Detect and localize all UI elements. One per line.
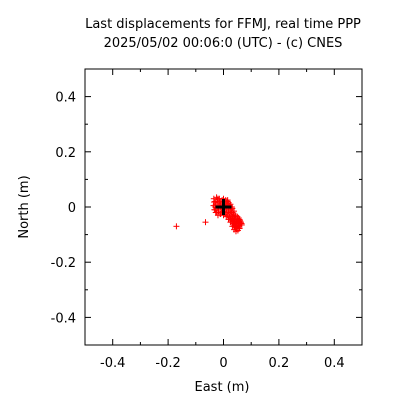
x-tick-label: -0.4	[100, 356, 125, 371]
displacement-point	[223, 213, 230, 220]
displacement-point	[224, 197, 231, 204]
displacement-point	[231, 226, 238, 233]
displacement-point	[238, 221, 245, 228]
displacement-point	[211, 199, 218, 206]
axis-ticks-layer: -0.4 -0.2 0 0.2 0.4 0.4 0.2 0 -0.2 -0.4	[51, 68, 363, 371]
displacement-point	[237, 219, 244, 226]
displacement-point	[212, 209, 219, 216]
displacement-point	[213, 194, 220, 201]
chart-title-line-2: 2025/05/02 00:06:0 (UTC) - (c) CNES	[104, 36, 343, 51]
x-axis-title: East (m)	[195, 380, 250, 395]
y-tick-label: -0.2	[51, 256, 76, 271]
x-tick-label: -0.2	[155, 356, 180, 371]
y-tick-label: -0.4	[51, 311, 76, 326]
displacement-point	[214, 195, 221, 202]
displacement-point	[236, 216, 243, 223]
y-tick-label: 0.2	[55, 146, 76, 161]
displacement-point	[237, 217, 244, 224]
displacement-point	[231, 208, 238, 215]
displacement-point	[235, 215, 242, 222]
x-tick-label: 0.2	[269, 356, 290, 371]
displacement-point	[229, 223, 236, 230]
data-points-layer	[173, 194, 245, 235]
y-tick-label: 0	[68, 201, 76, 216]
x-tick-label: 0	[219, 356, 227, 371]
displacement-point	[216, 199, 223, 206]
displacement-point	[202, 219, 209, 226]
chart-title-line-1: Last displacements for FFMJ, real time P…	[85, 17, 361, 32]
y-tick-label: 0.4	[55, 91, 76, 106]
displacement-point	[173, 223, 180, 230]
y-axis-title: North (m)	[17, 175, 32, 238]
reference-marker	[215, 199, 232, 215]
displacement-point	[211, 206, 218, 213]
x-tick-label: 0.4	[324, 356, 345, 371]
